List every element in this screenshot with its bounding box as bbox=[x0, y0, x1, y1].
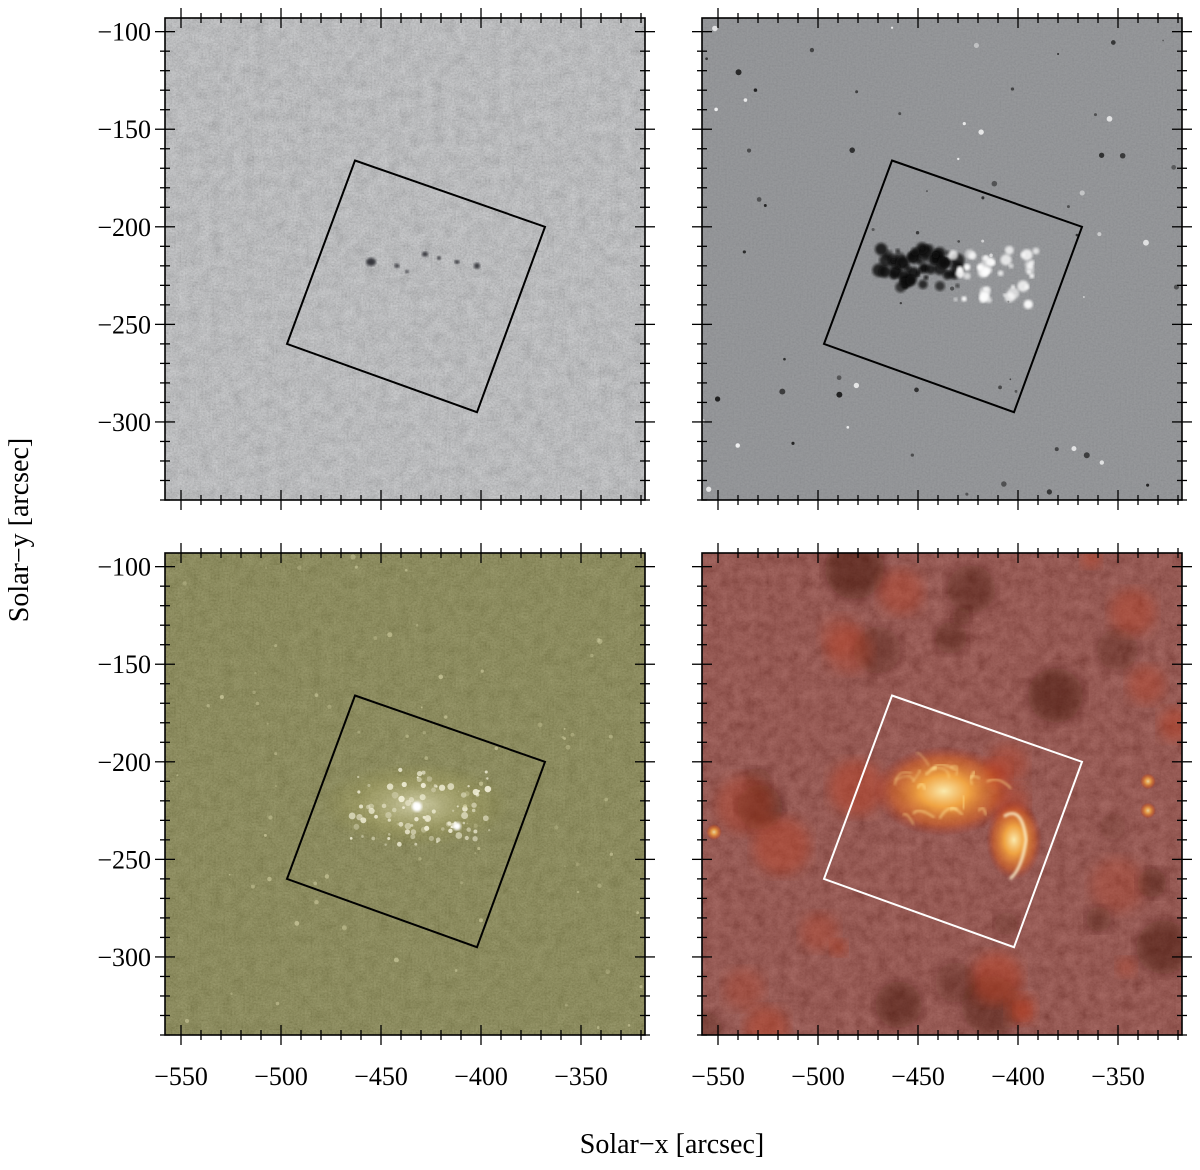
panel-top-right bbox=[701, 17, 1183, 501]
y-tick-label: −100 bbox=[97, 553, 151, 582]
x-tick-label: −400 bbox=[454, 1062, 508, 1091]
y-tick-label: −150 bbox=[97, 650, 151, 679]
x-tick-label: −400 bbox=[991, 1062, 1045, 1091]
fov-box bbox=[822, 694, 1084, 949]
tick-marks bbox=[692, 8, 1192, 510]
y-tick-label: −150 bbox=[97, 115, 151, 144]
panel-image bbox=[165, 18, 645, 500]
tick-marks bbox=[155, 543, 655, 1045]
y-tick-label: −300 bbox=[97, 943, 151, 972]
x-tick-label: −550 bbox=[691, 1062, 745, 1091]
tick-marks bbox=[692, 543, 1192, 1045]
x-tick-label: −550 bbox=[154, 1062, 208, 1091]
x-axis-label: Solar−x [arcsec] bbox=[580, 1129, 764, 1160]
fov-box bbox=[285, 159, 547, 414]
y-tick-label: −300 bbox=[97, 408, 151, 437]
y-tick-label: −250 bbox=[97, 310, 151, 339]
x-tick-label: −500 bbox=[254, 1062, 308, 1091]
y-tick-label: −250 bbox=[97, 845, 151, 874]
x-tick-label: −500 bbox=[791, 1062, 845, 1091]
panel-bottom-left bbox=[164, 552, 646, 1036]
panel-image bbox=[702, 18, 1182, 500]
x-tick-label: −350 bbox=[554, 1062, 608, 1091]
x-tick-label: −450 bbox=[891, 1062, 945, 1091]
axes-layer: −100 −150 −200 −250 −300 −100 −150 −200 −250 −300… bbox=[97, 8, 1192, 1091]
x-tick-label: −350 bbox=[1091, 1062, 1145, 1091]
fov-box bbox=[822, 159, 1084, 414]
y-axis-label: Solar−y [arcsec] bbox=[4, 438, 35, 622]
y-tick-label: −200 bbox=[97, 213, 151, 242]
fov-box bbox=[285, 694, 547, 949]
panel-image bbox=[165, 553, 645, 1035]
tick-marks bbox=[155, 8, 655, 510]
panel-frame bbox=[701, 17, 1183, 501]
y-tick-label: −100 bbox=[97, 18, 151, 47]
panel-layer bbox=[164, 17, 1183, 1036]
panel-top-left bbox=[164, 17, 646, 501]
panel-frame bbox=[701, 552, 1183, 1036]
panel-image bbox=[702, 553, 1182, 1035]
y-tick-label: −200 bbox=[97, 748, 151, 777]
panel-frame bbox=[164, 17, 646, 501]
x-tick-label: −450 bbox=[354, 1062, 408, 1091]
panel-bottom-right bbox=[701, 552, 1183, 1036]
panel-frame bbox=[164, 552, 646, 1036]
